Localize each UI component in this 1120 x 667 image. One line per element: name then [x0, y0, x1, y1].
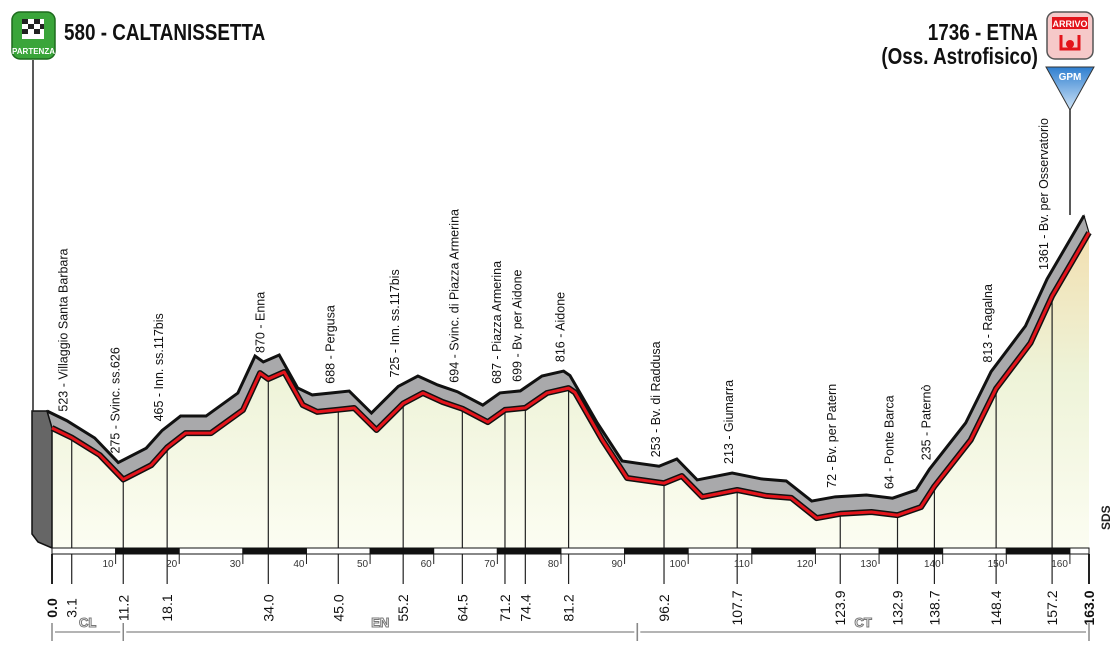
waypoint-name-label: 64 - Ponte Barca	[883, 395, 897, 489]
km-ruler-segment	[751, 547, 816, 555]
km-tick-label: 70	[484, 559, 496, 570]
km-tick-label: 40	[293, 559, 305, 570]
waypoint-km-label: 132.9	[890, 590, 906, 625]
waypoint-km-label: 64.5	[454, 594, 470, 621]
waypoint-km-label: 0.0	[44, 598, 60, 618]
waypoint-name-label: 694 - Svinc. di Piazza Armerina	[447, 209, 461, 383]
finish-title-line2: (Oss. Astrofisico)	[881, 43, 1038, 69]
km-tick-label: 100	[670, 559, 687, 570]
waypoint-name-label: 235 - Paternò	[919, 384, 933, 460]
start-badge-icon: PARTENZA	[11, 11, 56, 412]
province-label: EN	[371, 615, 389, 630]
km-ruler-segment	[369, 547, 435, 555]
waypoint-name-label: 688 - Pergusa	[323, 305, 337, 384]
km-tick-label: 150	[988, 559, 1005, 570]
province-label: CL	[79, 615, 96, 630]
start-title: 580 - CALTANISSETTA	[64, 19, 266, 45]
km-ruler-segment	[1005, 547, 1071, 555]
waypoint-name-label: 813 - Ragalna	[981, 284, 995, 363]
km-tick-label: 90	[611, 559, 623, 570]
waypoint-name-label: 687 - Piazza Armerina	[490, 261, 504, 384]
sponsor-mark: SDS	[1099, 505, 1113, 530]
waypoint-name-label: 816 - Aidone	[554, 292, 568, 362]
km-ruler-segment	[51, 547, 117, 555]
km-ruler-segment	[115, 547, 180, 555]
km-ruler-segment	[178, 547, 244, 555]
km-ruler-segment	[242, 547, 307, 555]
waypoint-name-label: 72 - Bv. per Patern	[825, 384, 839, 488]
waypoint-km-label: 11.2	[115, 595, 131, 621]
finish-title: 1736 - ETNA (Oss. Astrofisico)	[881, 20, 1038, 68]
profile-start-wedge	[31, 410, 53, 550]
waypoint-name-label: 465 - Inn. ss.117bis	[152, 313, 166, 421]
waypoint-km-label: 45.0	[330, 594, 346, 621]
waypoint-km-label: 18.1	[159, 594, 175, 621]
start-badge-label: PARTENZA	[12, 47, 55, 56]
profile-top-edge	[46, 214, 1086, 503]
waypoint-km-label: 96.2	[656, 594, 672, 621]
km-ruler-segment	[560, 547, 626, 555]
finish-badge-icon: ARRIVO	[1046, 11, 1094, 215]
waypoint-name-label: 253 - Bv. di Raddusa	[649, 341, 663, 457]
province-label: CT	[854, 615, 871, 630]
km-ruler-segment	[942, 547, 1007, 555]
waypoint-km-label: 148.4	[988, 590, 1004, 625]
km-tick-label: 130	[860, 559, 877, 570]
waypoint-km-label: 71.2	[497, 594, 513, 621]
waypoint-km-label: 74.4	[517, 594, 533, 621]
km-tick-label: 160	[1051, 559, 1068, 570]
km-ruler-segment	[433, 547, 498, 555]
km-tick-label: 110	[734, 559, 750, 570]
km-tick-label: 80	[548, 559, 560, 570]
km-tick-label: 140	[924, 559, 941, 570]
km-tick-label: 50	[357, 559, 369, 570]
waypoint-km-label: 81.2	[561, 594, 577, 621]
waypoint-name-label: 699 - Bv. per Aidone	[510, 269, 524, 381]
waypoint-km-label: 34.0	[260, 594, 276, 621]
km-ruler-segment	[814, 547, 880, 555]
waypoint-name-label: 523 - Villaggio Santa Barbara	[57, 248, 71, 411]
waypoint-km-label: 123.9	[832, 590, 848, 625]
km-tick-label: 120	[797, 559, 814, 570]
gpm-badge-label: GPM	[1059, 72, 1082, 83]
finish-badge-label: ARRIVO	[1052, 19, 1087, 29]
waypoint-km-label: 107.7	[729, 590, 745, 625]
waypoint-name-label: 1361 - Bv. per Osservatorio	[1037, 118, 1051, 270]
waypoint-name-label: 213 - Giumarra	[722, 380, 736, 464]
waypoint-name-label: 870 - Enna	[253, 292, 267, 353]
waypoint-km-label: 3.1	[64, 598, 80, 618]
finish-title-line1: 1736 - ETNA	[927, 19, 1038, 45]
km-ruler-segment	[305, 547, 371, 555]
km-tick-label: 60	[421, 559, 433, 570]
km-ruler-segment	[496, 547, 562, 555]
waypoint-name-label: 275 - Svinc. ss.626	[108, 347, 122, 453]
km-ruler-segment	[687, 547, 753, 555]
km-tick-label: 20	[166, 559, 178, 570]
gpm-badge-icon: GPM	[1045, 66, 1095, 112]
waypoint-name-label: 725 - Inn. ss.117bis	[388, 269, 402, 377]
km-ruler-segment	[1069, 547, 1090, 555]
waypoint-km-label: 138.7	[926, 590, 942, 625]
waypoint-km-label: 157.2	[1044, 590, 1060, 625]
waypoint-km-label: 163.0	[1081, 590, 1097, 625]
km-tick-label: 30	[230, 559, 242, 570]
km-tick-label: 10	[102, 559, 114, 570]
km-ruler-segment	[624, 547, 689, 555]
profile-line	[51, 231, 1091, 520]
waypoint-km-label: 55.2	[395, 594, 411, 621]
km-ruler-segment	[878, 547, 944, 555]
